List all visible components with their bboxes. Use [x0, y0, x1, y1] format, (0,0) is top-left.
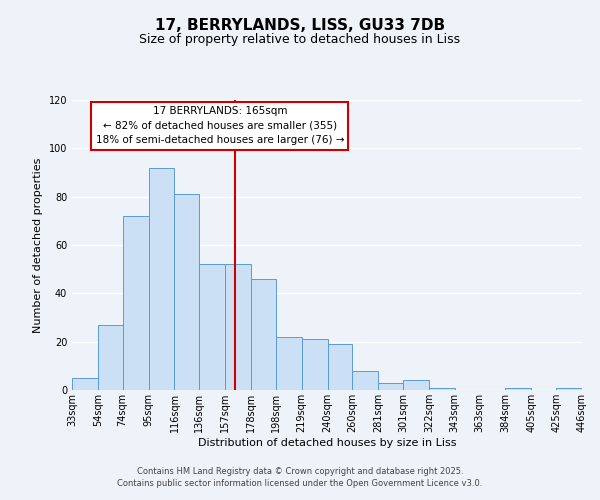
Bar [556, 388, 582, 390]
Bar [429, 388, 455, 390]
Text: Contains HM Land Registry data © Crown copyright and database right 2025.
Contai: Contains HM Land Registry data © Crown c… [118, 466, 482, 487]
Bar [378, 383, 403, 390]
Bar [276, 337, 302, 390]
Bar [225, 264, 251, 390]
Bar [352, 370, 378, 390]
Bar [251, 279, 276, 390]
Bar [403, 380, 429, 390]
Bar [505, 388, 532, 390]
Bar [72, 378, 98, 390]
Bar [328, 344, 352, 390]
Bar [582, 385, 600, 390]
Y-axis label: Number of detached properties: Number of detached properties [33, 158, 43, 332]
Text: 17, BERRYLANDS, LISS, GU33 7DB: 17, BERRYLANDS, LISS, GU33 7DB [155, 18, 445, 32]
Bar [175, 194, 199, 390]
Text: 17 BERRYLANDS: 165sqm
← 82% of detached houses are smaller (355)
18% of semi-det: 17 BERRYLANDS: 165sqm ← 82% of detached … [95, 106, 344, 146]
Bar [149, 168, 175, 390]
Bar [199, 264, 225, 390]
Bar [98, 325, 122, 390]
Bar [122, 216, 149, 390]
Text: Size of property relative to detached houses in Liss: Size of property relative to detached ho… [139, 32, 461, 46]
Bar [302, 339, 328, 390]
X-axis label: Distribution of detached houses by size in Liss: Distribution of detached houses by size … [198, 438, 456, 448]
